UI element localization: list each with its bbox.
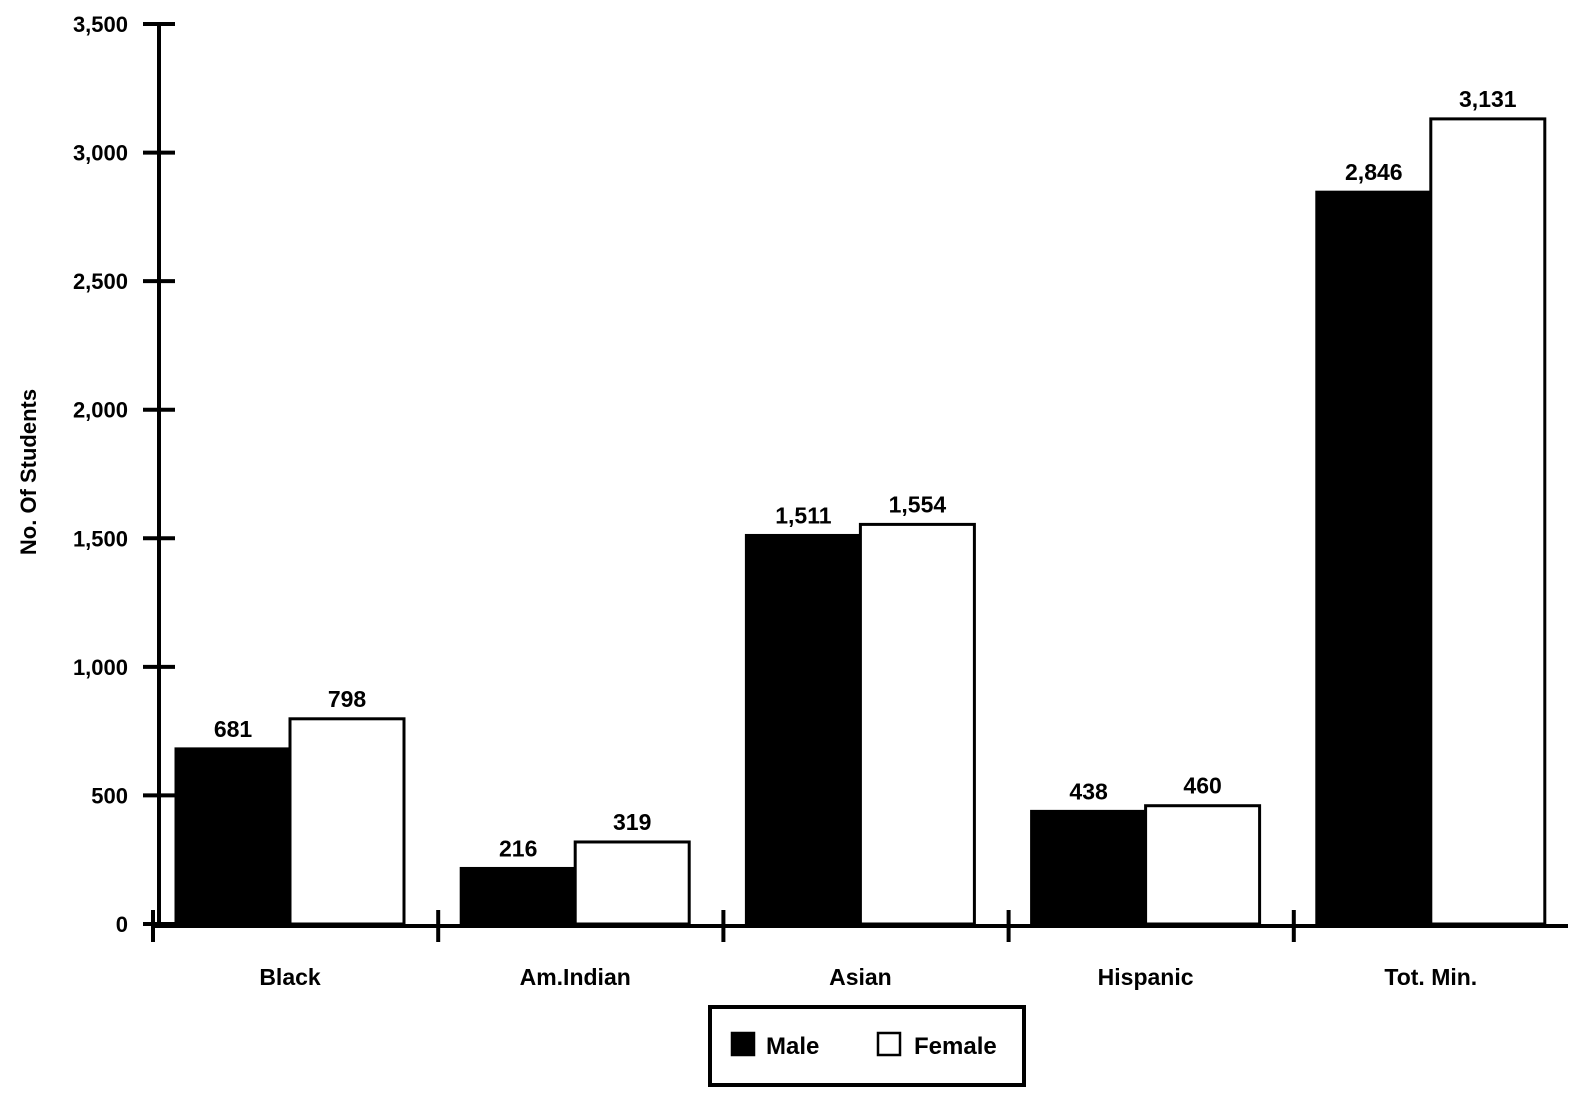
y-tick-label: 0 bbox=[116, 912, 128, 937]
value-label: 2,846 bbox=[1345, 159, 1403, 185]
legend-swatch-male bbox=[730, 1031, 756, 1057]
value-label: 319 bbox=[613, 809, 651, 835]
bar-female-hispanic bbox=[1144, 804, 1262, 926]
bar-male-asian bbox=[744, 533, 862, 926]
x-ticks-group bbox=[151, 910, 1296, 942]
bar-female-black bbox=[288, 717, 406, 926]
category-label: Am.Indian bbox=[520, 964, 631, 990]
legend-swatch-female bbox=[876, 1031, 902, 1057]
category-label: Black bbox=[259, 964, 321, 990]
y-tick-label: 1,000 bbox=[73, 655, 128, 680]
value-labels-group: 681 798 216 319 1,511 1,554 438 460 2,846 3,131 bbox=[214, 86, 1517, 862]
legend-box bbox=[708, 1005, 1026, 1087]
legend-label-female: Female bbox=[914, 1033, 997, 1060]
bar-female-tot-min- bbox=[1429, 117, 1547, 926]
legend-label-male: Male bbox=[766, 1033, 819, 1060]
y-tick-label: 3,000 bbox=[73, 141, 128, 166]
value-label: 3,131 bbox=[1459, 86, 1517, 112]
bars-group bbox=[174, 117, 1547, 926]
bar-male-tot-min- bbox=[1315, 190, 1433, 926]
category-labels-group: Black Am.Indian Asian Hispanic Tot. Min. bbox=[259, 964, 1477, 990]
bar-male-black bbox=[174, 747, 292, 926]
y-ticks-group: 0 500 1,000 1,500 2,000 2,500 3,000 3,500 bbox=[73, 12, 175, 937]
bar-female-am-indian bbox=[573, 840, 691, 926]
value-label: 1,554 bbox=[889, 491, 947, 517]
value-label: 681 bbox=[214, 716, 253, 742]
value-label: 460 bbox=[1183, 773, 1221, 799]
y-tick-label: 2,500 bbox=[73, 269, 128, 294]
category-label: Asian bbox=[829, 964, 892, 990]
y-tick-label: 2,000 bbox=[73, 398, 128, 423]
y-tick-label: 500 bbox=[91, 783, 128, 808]
bar-female-asian bbox=[858, 522, 976, 926]
axes-group bbox=[151, 22, 1568, 928]
y-tick-label: 1,500 bbox=[73, 526, 128, 551]
value-label: 438 bbox=[1069, 778, 1108, 804]
y-axis-title-group: No. Of Students bbox=[16, 389, 41, 555]
value-label: 798 bbox=[328, 686, 367, 712]
value-label: 1,511 bbox=[775, 502, 831, 528]
bar-male-am-indian bbox=[459, 866, 577, 926]
category-label: Hispanic bbox=[1098, 964, 1194, 990]
bar-male-hispanic bbox=[1030, 809, 1148, 926]
y-axis-title: No. Of Students bbox=[16, 389, 41, 555]
value-label: 216 bbox=[499, 835, 537, 861]
category-label: Tot. Min. bbox=[1384, 964, 1477, 990]
y-tick-label: 3,500 bbox=[73, 12, 128, 37]
legend: Male Female bbox=[708, 1005, 1026, 1087]
